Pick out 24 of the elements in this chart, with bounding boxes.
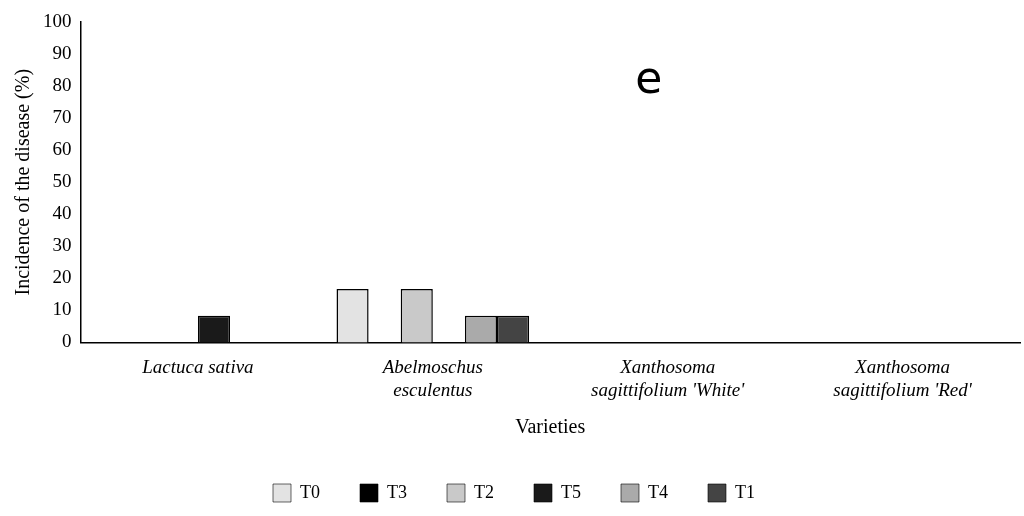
legend-label: T2: [474, 481, 494, 502]
y-tick-label: 100: [43, 9, 72, 31]
legend-label: T0: [300, 481, 321, 502]
y-tick-label: 10: [52, 298, 72, 320]
y-axis-title: Incidence of the disease (%): [11, 68, 35, 296]
y-tick-label: 90: [52, 42, 72, 64]
x-tick-label: Abelmoschus esculentus: [380, 355, 483, 400]
y-tick-label: 60: [52, 138, 72, 160]
x-tick-label: Lactuca sativa: [141, 355, 254, 377]
x-axis-title: Varieties: [515, 415, 586, 438]
x-tick-label: Xanthosoma sagittifolium 'White': [591, 355, 746, 400]
y-tick-label: 0: [62, 330, 72, 352]
legend-label: T3: [387, 481, 408, 502]
y-tick-label: 70: [52, 106, 72, 128]
annotation: e: [635, 52, 663, 104]
legend-label: T1: [734, 481, 755, 502]
y-tick-label: 20: [52, 266, 72, 288]
y-tick-label: 40: [52, 202, 72, 224]
legend-label: T4: [648, 481, 668, 502]
y-tick-label: 30: [52, 234, 72, 256]
y-tick-label: 50: [52, 170, 72, 192]
y-tick-label: 80: [52, 74, 72, 96]
legend-label: T5: [561, 481, 581, 502]
x-tick-label: Xanthosoma sagittifolium 'Red': [833, 355, 973, 400]
